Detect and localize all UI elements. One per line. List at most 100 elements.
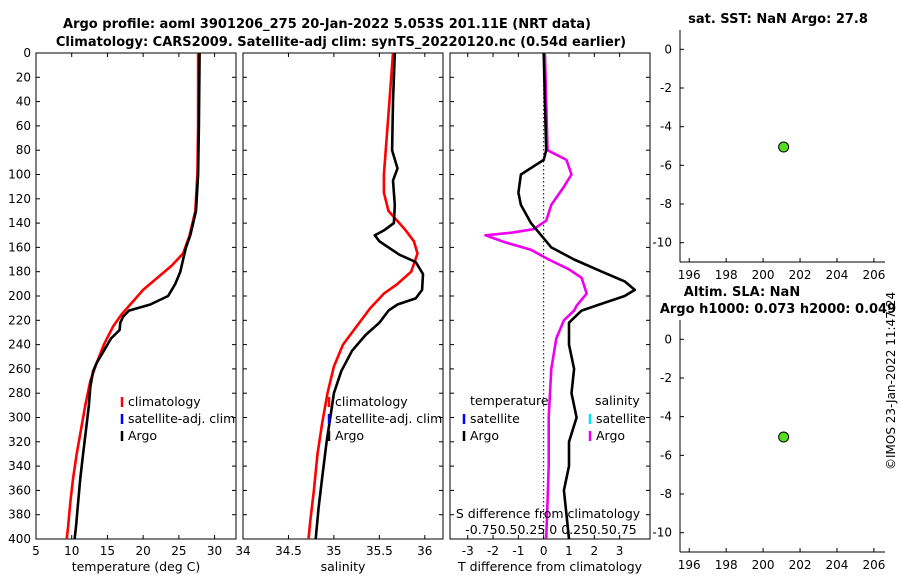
x-tick-label: 204 bbox=[826, 558, 849, 572]
x-tick-label: 30 bbox=[207, 544, 222, 558]
sla-map-panel: 0 -2 -4 -6 -8 -10 196 198 200 202 204 206 bbox=[652, 320, 885, 572]
x-tick-label: 196 bbox=[678, 268, 701, 282]
y-tick-label: 340 bbox=[8, 459, 31, 473]
y-tick-label: -10 bbox=[652, 526, 672, 540]
profile-location-marker bbox=[778, 141, 790, 153]
legend-entry: Argo bbox=[128, 428, 157, 443]
y-tick-label: 320 bbox=[8, 435, 31, 449]
y-tick-label: -6 bbox=[660, 448, 672, 462]
x-tick-label: 36 bbox=[417, 544, 432, 558]
x-tick-label: 198 bbox=[715, 558, 738, 572]
x-tick-label: -2 bbox=[487, 544, 499, 558]
y-tick-label: 80 bbox=[16, 143, 31, 157]
y-tick-label: 260 bbox=[8, 362, 31, 376]
x-tick-label: 10 bbox=[64, 544, 79, 558]
sla-map-subtitle: Argo h1000: 0.073 h2000: 0.049 bbox=[660, 302, 896, 317]
y-tick-label: 300 bbox=[8, 411, 31, 425]
legend-entry: Argo bbox=[470, 428, 499, 443]
y-tick-label: -6 bbox=[660, 158, 672, 172]
plot-frame bbox=[35, 52, 237, 540]
x-tick-label: -1 bbox=[512, 544, 524, 558]
x-tick-label: 206 bbox=[862, 558, 885, 572]
y-tick-label: 40 bbox=[16, 95, 31, 109]
sst-map-panel: 0 -2 -4 -6 -8 -10 196 198 200 202 204 206 bbox=[652, 30, 885, 282]
x-tick-label: 202 bbox=[789, 558, 812, 572]
x-tick-label: 200 bbox=[752, 558, 775, 572]
legend-entry: Argo bbox=[335, 428, 364, 443]
x-tick-label: -3 bbox=[462, 544, 474, 558]
x-tick-label: 5 bbox=[32, 544, 40, 558]
series-line bbox=[517, 52, 637, 540]
y-tick-label: 280 bbox=[8, 386, 31, 400]
sla-map-title: Altim. SLA: NaN bbox=[684, 285, 800, 300]
y-tick-label: 120 bbox=[8, 192, 31, 206]
x-axis-label: T difference from climatology bbox=[457, 559, 643, 574]
legend-entry: climatology bbox=[335, 394, 408, 409]
y-tick-label: 360 bbox=[8, 483, 31, 497]
legend-entry: satellite-adj. clim bbox=[335, 411, 442, 426]
profile-location-marker bbox=[778, 431, 790, 443]
sst-map-title: sat. SST: NaN Argo: 27.8 bbox=[688, 12, 868, 27]
y-tick-label: 200 bbox=[8, 289, 31, 303]
legend-entry: satellite bbox=[470, 411, 520, 426]
x-tick-label: 196 bbox=[678, 558, 701, 572]
x-tick-label: 20 bbox=[136, 544, 151, 558]
x-tick-label: 202 bbox=[789, 268, 812, 282]
x-tick-label: 25 bbox=[171, 544, 186, 558]
y-tick-label: 180 bbox=[8, 265, 31, 279]
y-tick-label: -2 bbox=[660, 81, 672, 95]
y-tick-label: -8 bbox=[660, 487, 672, 501]
y-tick-label: -10 bbox=[652, 236, 672, 250]
legend-entry: climatology bbox=[128, 394, 201, 409]
y-tick-label: 0 bbox=[23, 46, 31, 60]
y-tick-label: 140 bbox=[8, 216, 31, 230]
x-tick-label: 200 bbox=[752, 268, 775, 282]
x-tick-label: 0 bbox=[540, 544, 548, 558]
y-tick-label: 240 bbox=[8, 338, 31, 352]
y-tick-label: 60 bbox=[16, 119, 31, 133]
x-tick-label: 3 bbox=[616, 544, 624, 558]
x-axis-label: temperature (deg C) bbox=[72, 559, 201, 574]
x-tick-label: 206 bbox=[862, 268, 885, 282]
x-tick-label: 198 bbox=[715, 268, 738, 282]
x-tick-label: 2 bbox=[590, 544, 598, 558]
top-axis-ticks: -0.750.50.25 0 0.250.50.75 bbox=[465, 522, 637, 537]
difference-panel: -3 -2 -1 0 1 2 3T difference from climatology t… bbox=[449, 52, 651, 574]
figure-title-line2: Climatology: CARS2009. Satellite-adj cli… bbox=[56, 35, 626, 50]
series-line bbox=[307, 52, 419, 540]
series-line bbox=[73, 52, 201, 540]
y-tick-label: 220 bbox=[8, 313, 31, 327]
temperature-panel: 0 20 40 60 80 100 120 140 160 180 200 220 240 260 280 3… bbox=[8, 46, 237, 574]
figure-title-line1: Argo profile: aoml 3901206_275 20-Jan-20… bbox=[63, 17, 591, 32]
legend-entry: Argo bbox=[596, 428, 625, 443]
y-tick-label: 0 bbox=[664, 42, 672, 56]
salinity-panel: 34 34.5 35 35.5 36 salinity climatology satelli… bbox=[235, 52, 444, 574]
top-axis-label: S difference from climatology bbox=[456, 506, 641, 521]
y-tick-label: 100 bbox=[8, 168, 31, 182]
legend-title: salinity bbox=[595, 393, 640, 408]
y-tick-label: -8 bbox=[660, 197, 672, 211]
y-tick-label: 160 bbox=[8, 240, 31, 254]
x-axis-label: salinity bbox=[321, 559, 366, 574]
y-tick-label: -4 bbox=[660, 120, 672, 134]
x-tick-label: 34 bbox=[235, 544, 250, 558]
x-tick-label: 15 bbox=[100, 544, 115, 558]
x-tick-label: 34.5 bbox=[275, 544, 302, 558]
y-tick-label: 20 bbox=[16, 70, 31, 84]
y-tick-label: 0 bbox=[664, 332, 672, 346]
series-line bbox=[484, 52, 588, 540]
legend-entry: satellite bbox=[596, 411, 646, 426]
y-tick-label: -4 bbox=[660, 410, 672, 424]
legend-entry: satellite-adj. clim bbox=[128, 411, 235, 426]
x-tick-label: 35 bbox=[326, 544, 341, 558]
x-tick-label: 35.5 bbox=[366, 544, 393, 558]
legend-title: temperature bbox=[470, 393, 549, 408]
imos-credit: ©IMOS 23-Jan-2022 11:47:24 bbox=[884, 291, 898, 470]
series-line bbox=[314, 52, 425, 540]
plot-frame bbox=[242, 52, 444, 540]
y-tick-label: 380 bbox=[8, 508, 31, 522]
y-tick-label: 400 bbox=[8, 532, 31, 546]
x-tick-label: 204 bbox=[826, 268, 849, 282]
y-tick-label: -2 bbox=[660, 371, 672, 385]
